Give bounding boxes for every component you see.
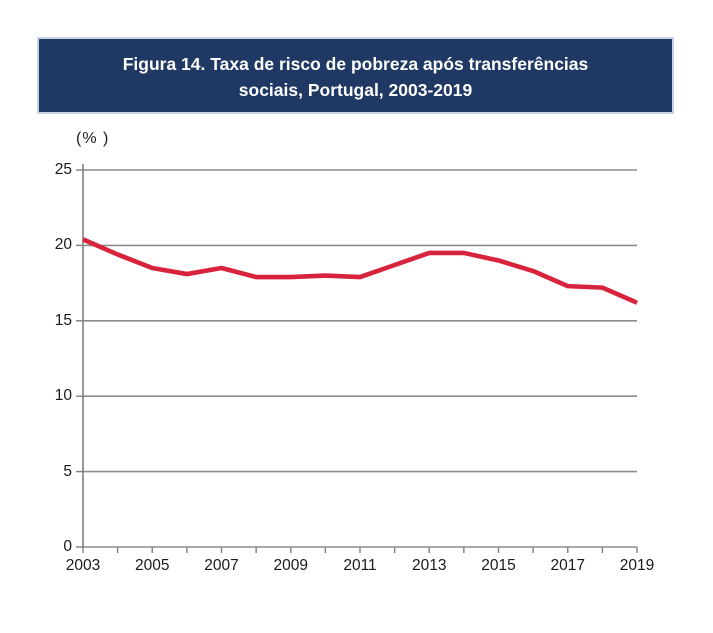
- y-tick-label: 15: [54, 311, 72, 329]
- x-tick-label: 2017: [550, 557, 585, 574]
- chart-title-line2: sociais, Portugal, 2003-2019: [238, 80, 473, 100]
- x-tick-label: 2003: [65, 557, 101, 574]
- x-tick-label: 2005: [135, 557, 170, 574]
- y-axis-unit-label: (% ): [76, 130, 110, 147]
- y-tick-label: 5: [63, 462, 72, 480]
- y-tick-label: 0: [63, 538, 72, 555]
- y-tick-label: 25: [54, 161, 72, 178]
- x-tick-label: 2013: [412, 557, 447, 574]
- x-tick-label: 2019: [619, 557, 655, 574]
- data-line-series: [82, 237, 638, 305]
- x-tick-label: 2007: [204, 557, 239, 574]
- chart-title-line1: Figura 14. Taxa de risco de pobreza após…: [122, 54, 589, 74]
- y-tick-label: 10: [54, 387, 72, 405]
- y-tick-label: 20: [54, 236, 72, 254]
- x-tick-label: 2009: [273, 557, 308, 574]
- chart-title-bar: Figura 14. Taxa de risco de pobreza após…: [37, 37, 674, 114]
- x-tick-label: 2015: [481, 557, 516, 574]
- x-tick-label: 2011: [343, 557, 377, 574]
